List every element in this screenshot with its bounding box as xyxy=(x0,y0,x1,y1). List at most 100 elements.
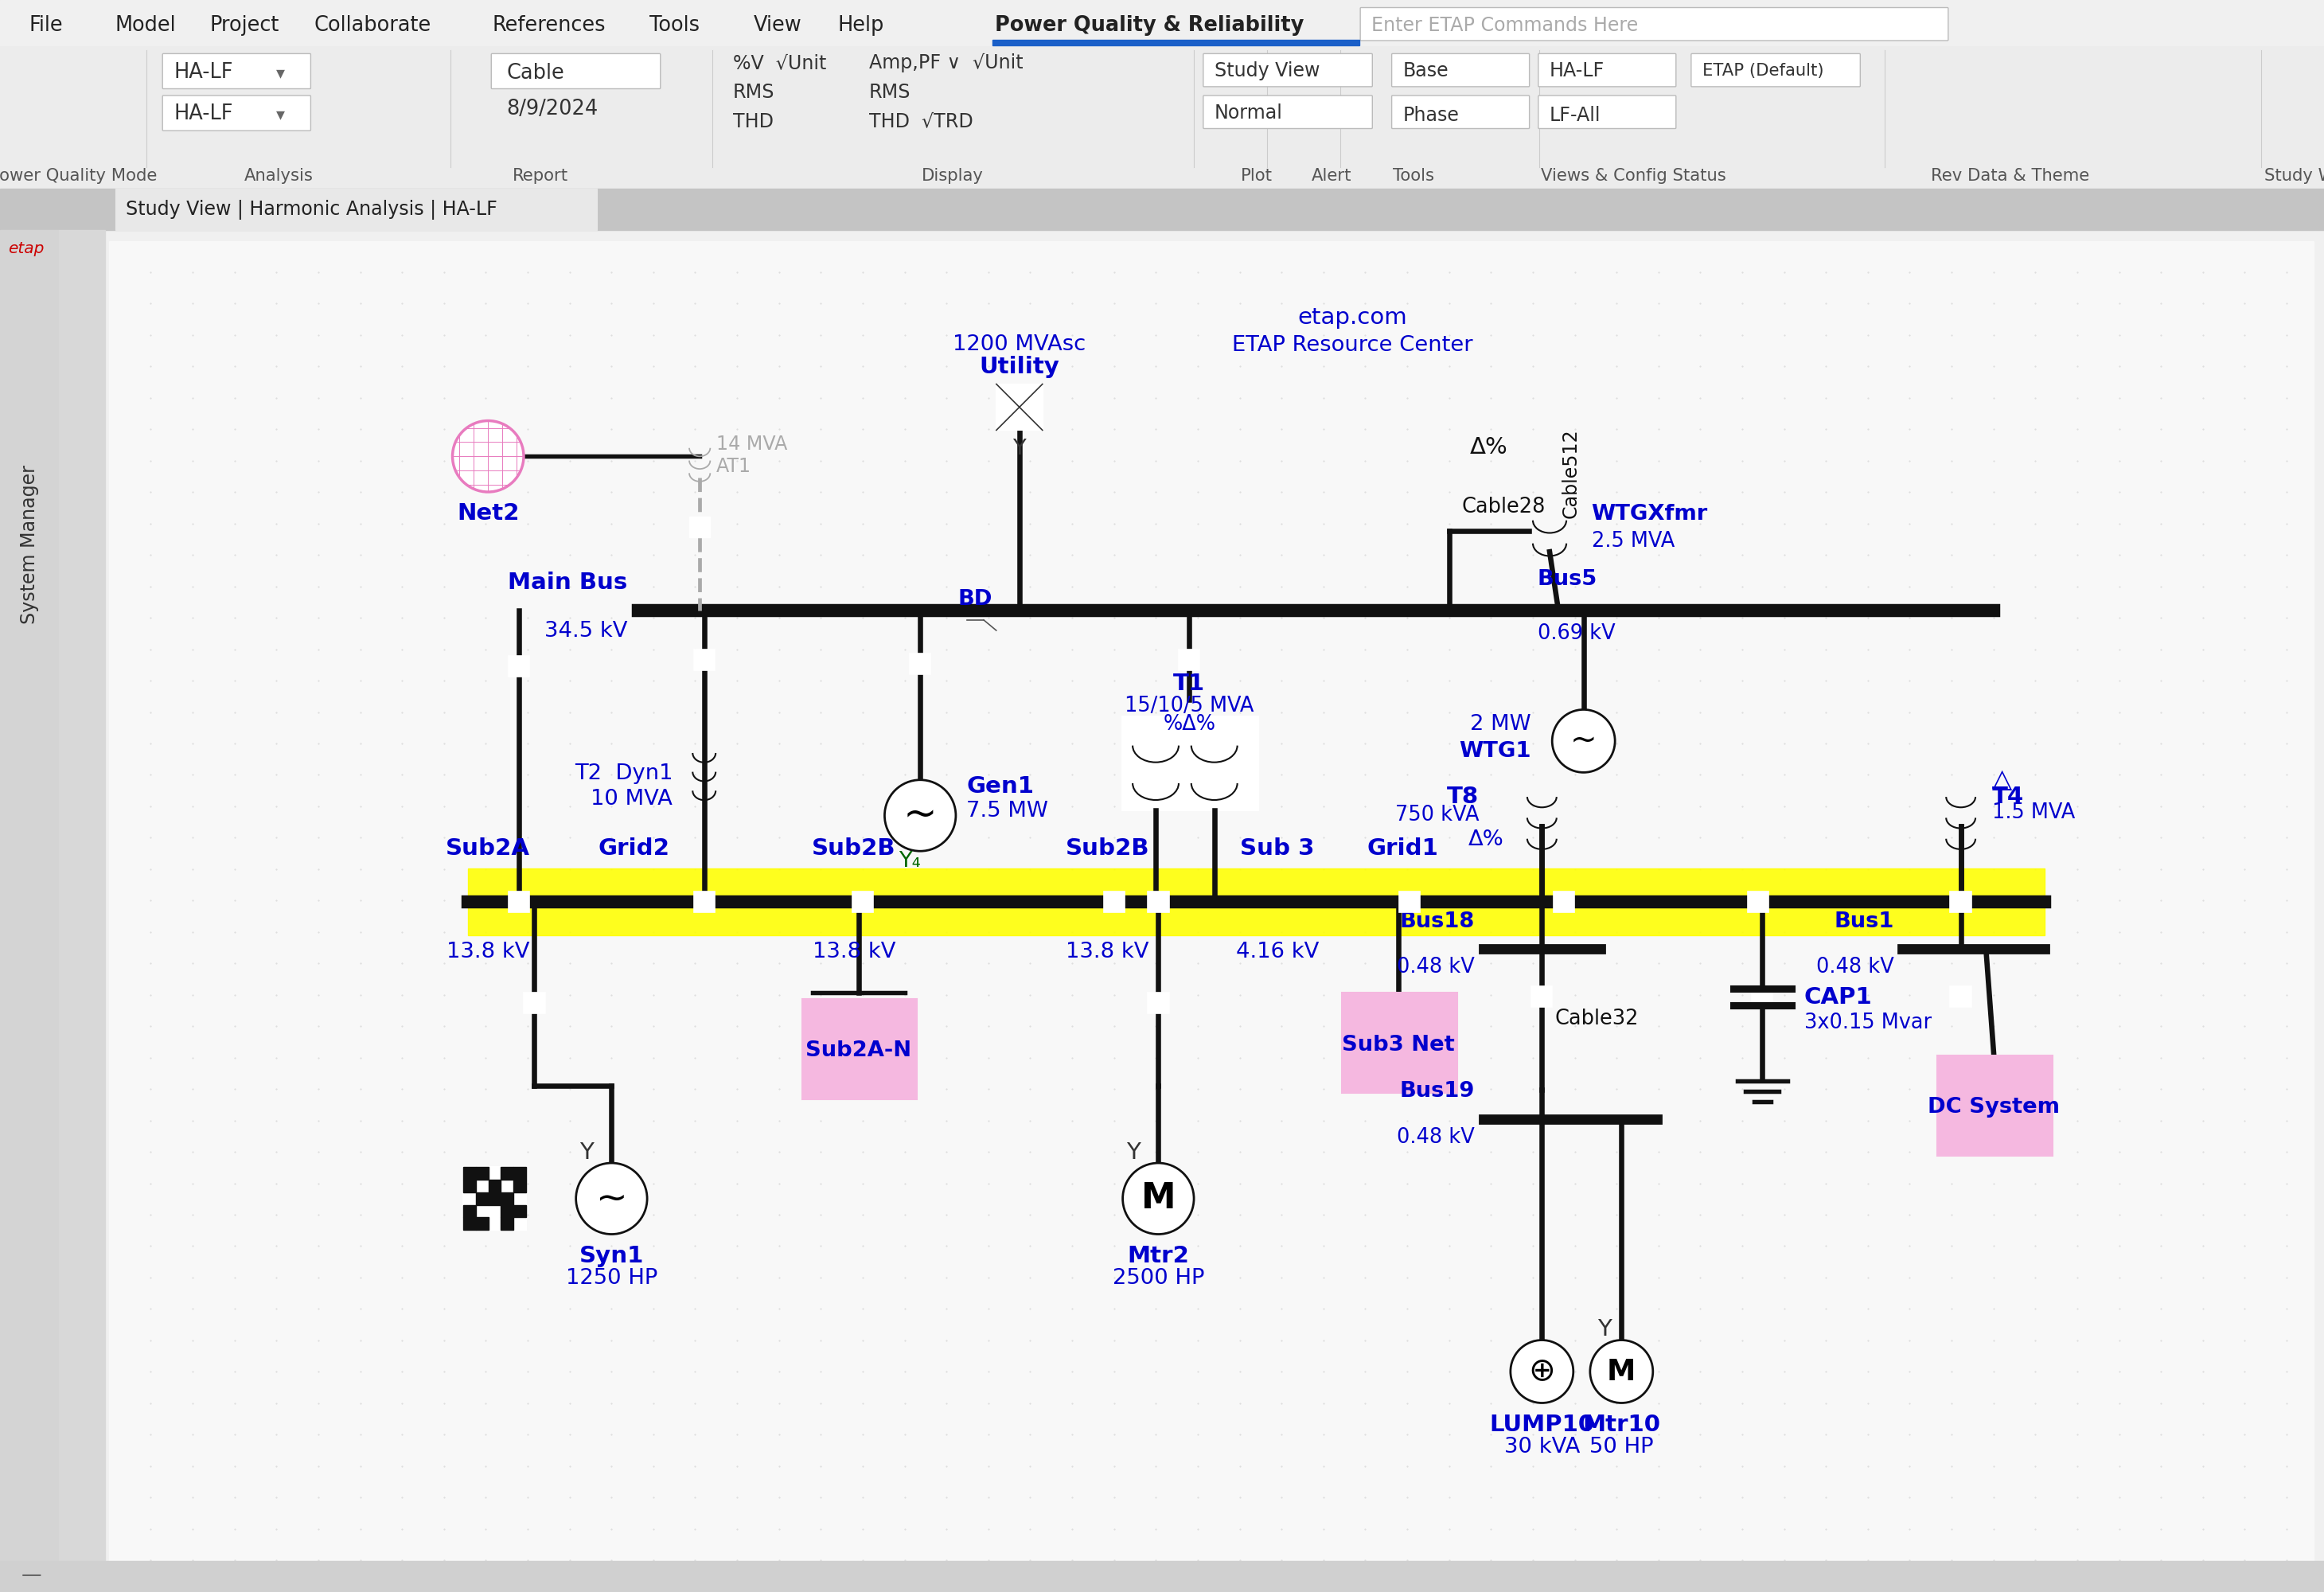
Text: 2 MW: 2 MW xyxy=(1471,713,1532,734)
Text: Cable: Cable xyxy=(507,64,565,84)
Text: RMS: RMS xyxy=(732,83,774,102)
FancyBboxPatch shape xyxy=(163,96,311,131)
Text: Sub2B: Sub2B xyxy=(1067,837,1150,860)
FancyBboxPatch shape xyxy=(1392,54,1529,86)
Text: Study Wizards: Study Wizards xyxy=(2264,169,2324,185)
Text: Analysis: Analysis xyxy=(244,169,314,185)
Text: WTGXfmr: WTGXfmr xyxy=(1592,503,1708,524)
Text: 8/9/2024: 8/9/2024 xyxy=(507,99,600,119)
Text: DC System: DC System xyxy=(1929,1097,2059,1118)
Text: M: M xyxy=(1606,1356,1636,1387)
Text: 14 MVA: 14 MVA xyxy=(716,435,788,454)
Text: 1200 MVAsc: 1200 MVAsc xyxy=(953,334,1085,355)
Text: Cable32: Cable32 xyxy=(1555,1009,1638,1030)
Bar xyxy=(693,892,713,912)
Text: LUMP10: LUMP10 xyxy=(1490,1414,1594,1436)
Text: Model: Model xyxy=(116,14,177,35)
Text: File: File xyxy=(30,14,63,35)
Text: Bus19: Bus19 xyxy=(1399,1081,1476,1102)
Text: Study View | Harmonic Analysis | HA-LF: Study View | Harmonic Analysis | HA-LF xyxy=(125,199,497,220)
FancyBboxPatch shape xyxy=(1204,54,1373,86)
Bar xyxy=(0,231,58,1592)
Text: ~: ~ xyxy=(1571,724,1597,756)
Bar xyxy=(488,1192,502,1205)
FancyBboxPatch shape xyxy=(1392,96,1529,129)
Text: ETAP Resource Center: ETAP Resource Center xyxy=(1232,334,1473,355)
Bar xyxy=(502,1218,514,1231)
Text: Grid2: Grid2 xyxy=(597,837,669,860)
Text: HA-LF: HA-LF xyxy=(174,62,232,83)
Text: 13.8 kV: 13.8 kV xyxy=(813,942,895,963)
Text: 7.5 MW: 7.5 MW xyxy=(967,801,1048,821)
Text: ⊕: ⊕ xyxy=(1529,1356,1555,1388)
Bar xyxy=(1341,992,1457,1094)
Bar xyxy=(690,516,711,538)
Bar xyxy=(523,992,544,1014)
Text: Grid1: Grid1 xyxy=(1367,837,1439,860)
FancyBboxPatch shape xyxy=(1692,54,1859,86)
Bar xyxy=(1950,985,1971,1006)
Text: %V  √Unit: %V √Unit xyxy=(732,53,827,72)
Text: Utility: Utility xyxy=(978,355,1060,377)
Bar xyxy=(1752,985,1773,1006)
Bar xyxy=(462,1167,525,1231)
Circle shape xyxy=(453,420,523,492)
Text: Help: Help xyxy=(837,14,883,35)
Bar xyxy=(802,998,918,1098)
Text: ~: ~ xyxy=(595,1181,627,1216)
Text: Net2: Net2 xyxy=(458,503,518,525)
Text: Tools: Tools xyxy=(648,14,700,35)
Text: Gen1: Gen1 xyxy=(967,775,1034,798)
Text: AT1: AT1 xyxy=(716,457,751,476)
Text: Sub 3: Sub 3 xyxy=(1241,837,1315,860)
Text: Mtr10: Mtr10 xyxy=(1583,1414,1659,1436)
Bar xyxy=(462,1167,476,1180)
Text: T4: T4 xyxy=(1992,786,2024,809)
Bar xyxy=(1104,892,1125,912)
Bar xyxy=(462,1180,476,1192)
Bar xyxy=(909,653,930,675)
Bar xyxy=(462,1218,476,1231)
FancyBboxPatch shape xyxy=(1538,54,1676,86)
Bar xyxy=(1938,1055,2052,1156)
Bar xyxy=(502,1205,514,1218)
Text: 15/10/5 MVA: 15/10/5 MVA xyxy=(1125,696,1253,716)
Bar xyxy=(462,1205,476,1218)
Text: Δ%: Δ% xyxy=(1469,829,1504,850)
Text: 4.16 kV: 4.16 kV xyxy=(1236,942,1320,963)
Text: %Δ%: %Δ% xyxy=(1162,715,1215,736)
Bar xyxy=(1178,650,1199,670)
Text: ▾: ▾ xyxy=(277,107,286,123)
Circle shape xyxy=(1122,1164,1195,1234)
Text: Sub2A-N: Sub2A-N xyxy=(806,1041,911,1062)
Text: T1: T1 xyxy=(1174,673,1206,696)
Bar xyxy=(992,40,1360,45)
Bar xyxy=(0,1560,2324,1592)
Text: Display: Display xyxy=(923,169,983,185)
Bar xyxy=(502,1167,514,1180)
Bar xyxy=(0,188,2324,231)
Text: Bus1: Bus1 xyxy=(1834,911,1894,931)
Bar xyxy=(997,384,1043,430)
Text: System Manager: System Manager xyxy=(21,465,40,624)
Bar xyxy=(0,46,2324,188)
Text: BD: BD xyxy=(957,589,992,610)
Text: HA-LF: HA-LF xyxy=(174,103,232,124)
Text: CAP1: CAP1 xyxy=(1803,985,1873,1008)
Bar xyxy=(116,188,597,231)
Text: —: — xyxy=(21,1565,42,1586)
Text: Plot: Plot xyxy=(1241,169,1271,185)
Text: ~: ~ xyxy=(904,796,937,836)
Circle shape xyxy=(1552,710,1615,772)
Text: Normal: Normal xyxy=(1215,103,1283,123)
Text: Mtr2: Mtr2 xyxy=(1127,1245,1190,1267)
Text: Sub2B: Sub2B xyxy=(811,837,897,860)
Text: Y: Y xyxy=(1597,1318,1613,1340)
Bar xyxy=(109,240,2312,1571)
Text: etap.com: etap.com xyxy=(1297,307,1406,330)
Text: Project: Project xyxy=(209,14,279,35)
Text: Power Quality & Reliability: Power Quality & Reliability xyxy=(995,14,1304,35)
Circle shape xyxy=(576,1164,646,1234)
Text: Bus18: Bus18 xyxy=(1399,911,1476,931)
Text: Views & Config Status: Views & Config Status xyxy=(1541,169,1727,185)
